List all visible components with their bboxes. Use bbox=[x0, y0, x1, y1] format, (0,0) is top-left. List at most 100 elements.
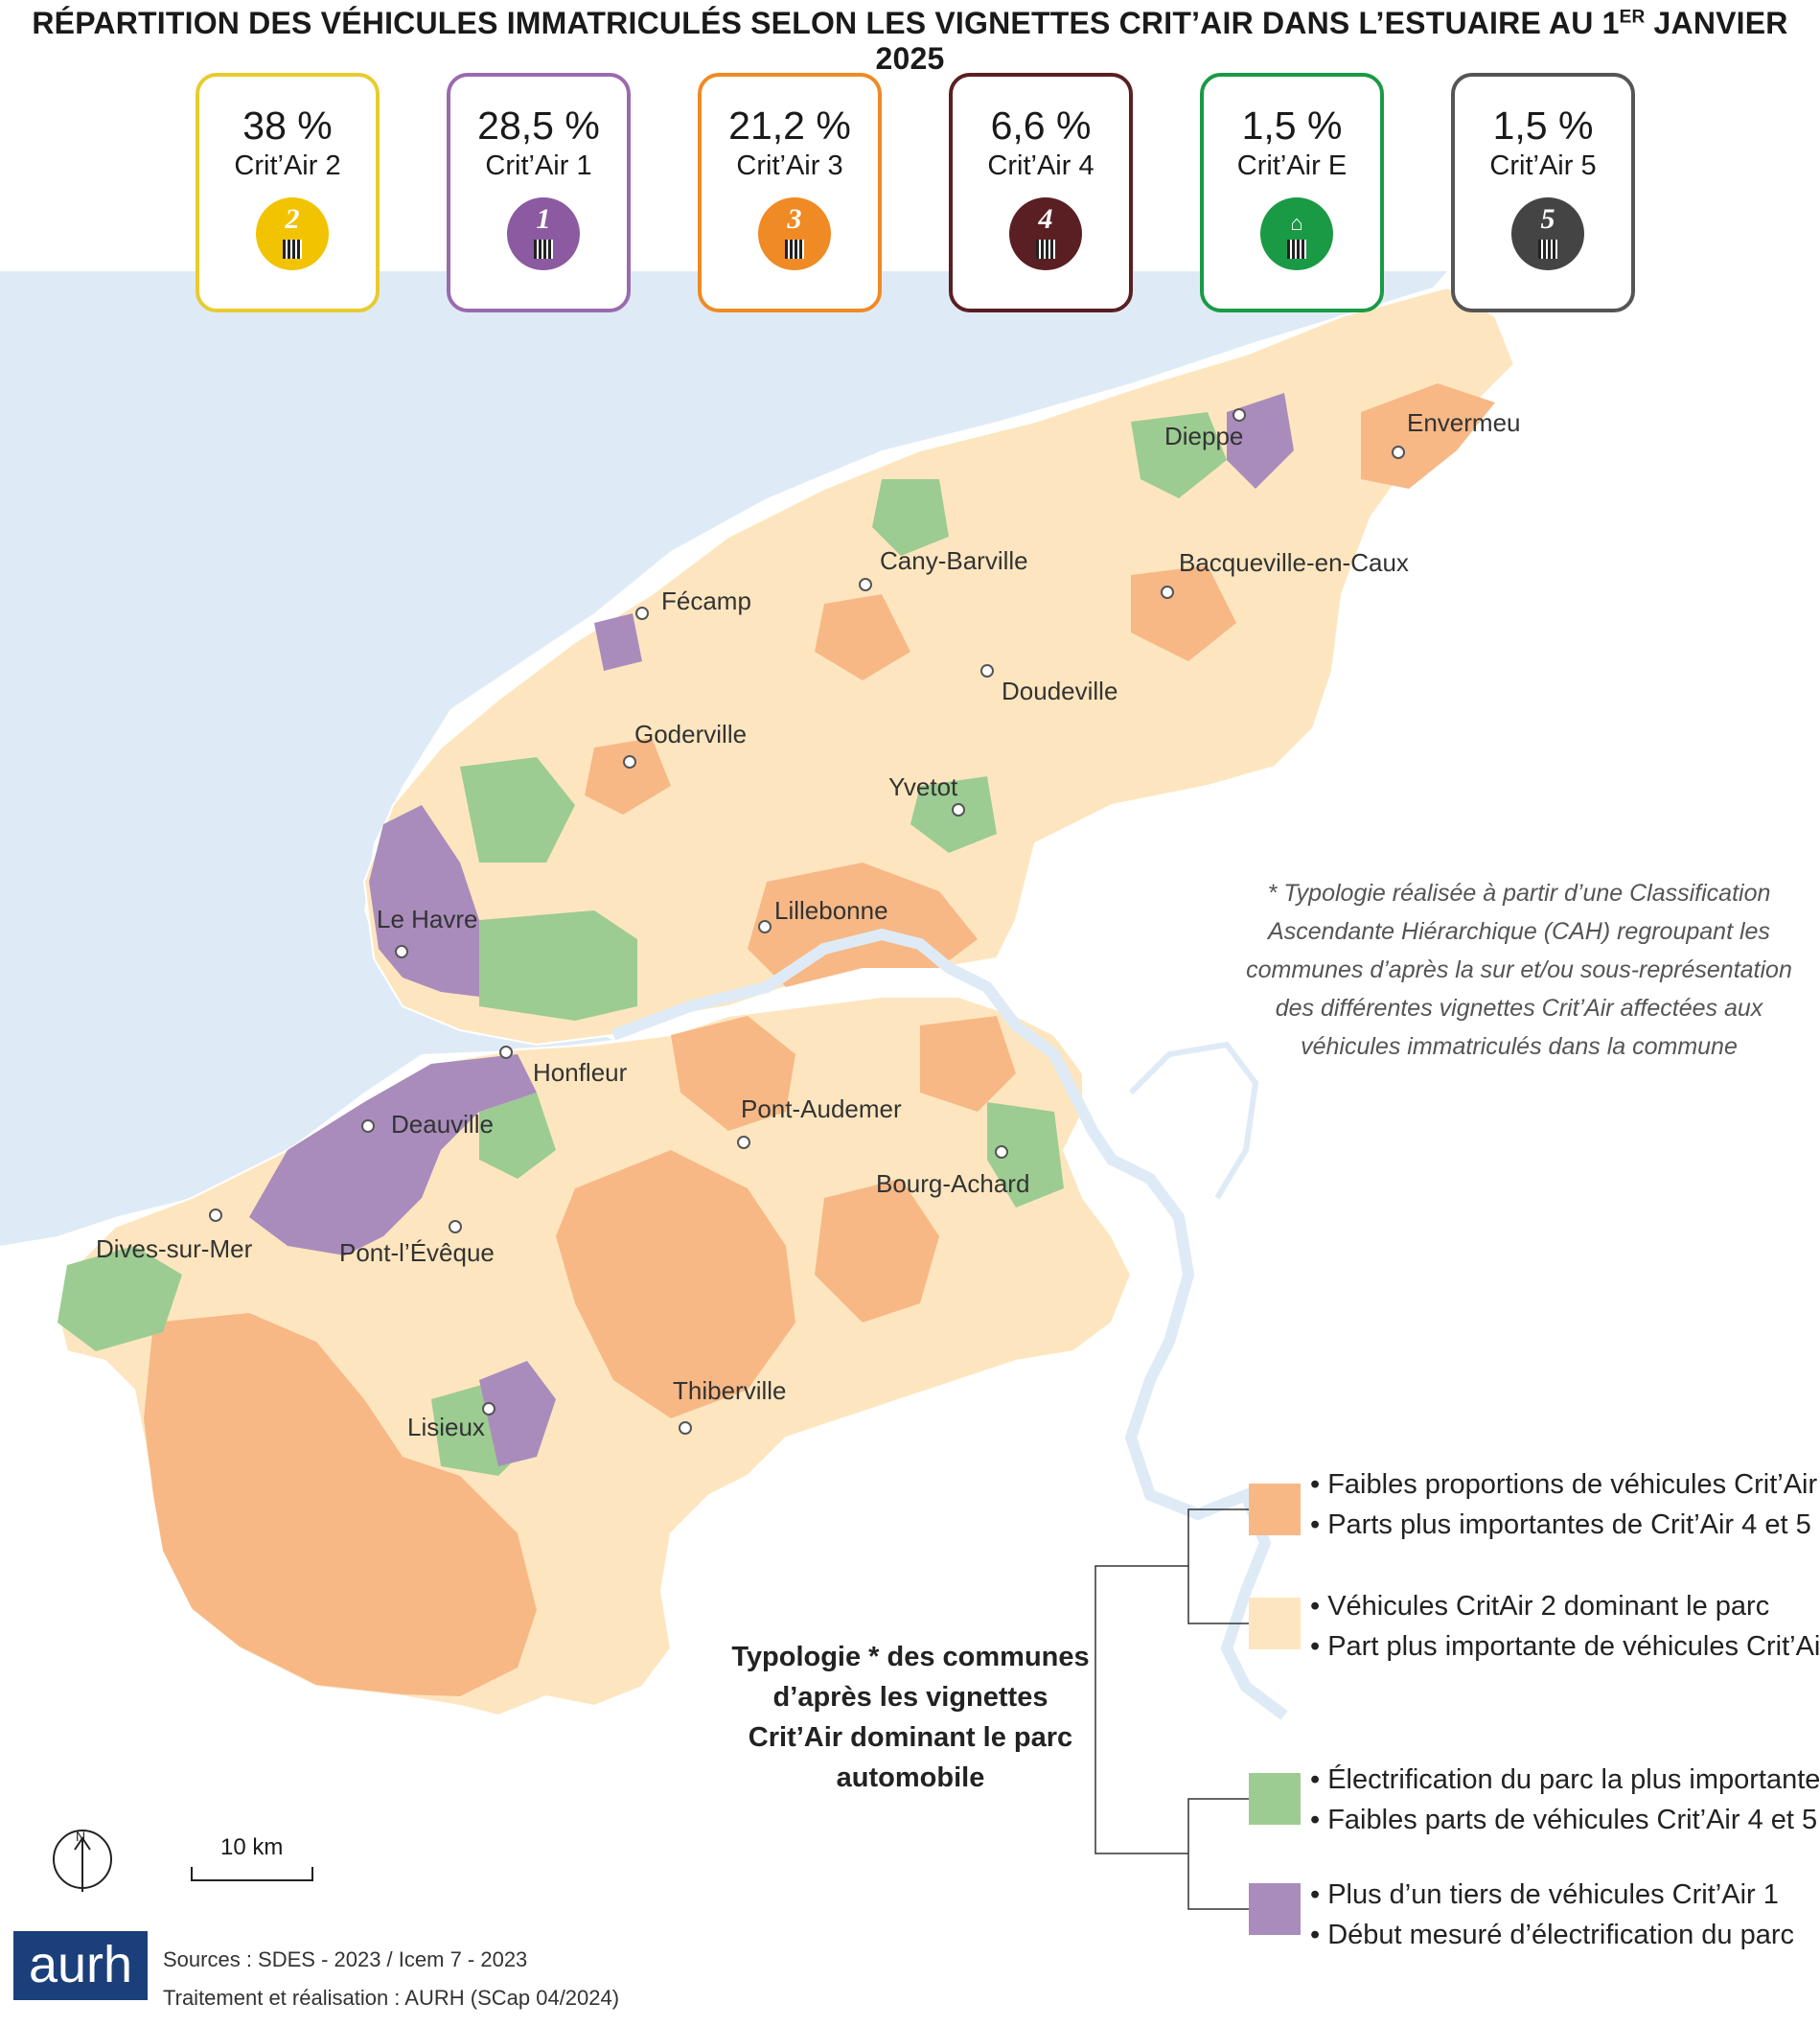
card-percentage: 6,6 % bbox=[990, 104, 1092, 148]
risle-river bbox=[1128, 1041, 1259, 1200]
city-dot-honfleur bbox=[499, 1046, 513, 1059]
card-critair-3: 21,2 % Crit’Air 3 3 bbox=[698, 73, 882, 312]
city-label-lisieux: Lisieux bbox=[407, 1413, 485, 1441]
city-dot-thiberville bbox=[679, 1421, 692, 1435]
card-percentage: 1,5 % bbox=[1492, 104, 1594, 148]
city-dot-bourg-achard bbox=[995, 1145, 1008, 1159]
card-critair-1: 28,5 % Crit’Air 1 1 bbox=[447, 73, 631, 312]
city-dot-cany-barville bbox=[859, 578, 872, 591]
legend-dendrogram bbox=[1094, 1508, 1249, 1910]
commune-purple bbox=[594, 613, 642, 671]
legend-swatch-light bbox=[1249, 1598, 1301, 1649]
card-percentage: 21,2 % bbox=[728, 104, 851, 148]
city-label-lillebonne: Lillebonne bbox=[774, 896, 888, 925]
city-label-le-havre: Le Havre bbox=[377, 905, 478, 933]
legend-title: Typologie * des communes d’après les vig… bbox=[731, 1642, 1090, 1793]
sources-line-2: Traitement et réalisation : AURH (SCap 0… bbox=[163, 1986, 620, 2010]
critair-e-badge-icon: ⌂ bbox=[1260, 197, 1333, 270]
commune-green bbox=[1131, 412, 1227, 498]
card-label: Crit’Air 2 bbox=[234, 150, 341, 181]
scale-bar bbox=[191, 1867, 313, 1881]
city-label-cany-barville: Cany-Barville bbox=[880, 546, 1028, 575]
city-label-goderville: Goderville bbox=[634, 720, 748, 748]
sources: Sources : SDES - 2023 / Icem 7 - 2023 Tr… bbox=[163, 1941, 619, 2017]
commune-orange bbox=[556, 1150, 795, 1418]
legend-class-3-line-1: • Électrification du parc la plus import… bbox=[1310, 1764, 1820, 1795]
north-arrow bbox=[53, 1830, 112, 1892]
commune-orange bbox=[920, 1016, 1016, 1112]
commune-orange bbox=[1361, 383, 1495, 489]
city-dot-dives bbox=[209, 1209, 222, 1222]
city-label-honfleur: Honfleur bbox=[533, 1058, 628, 1087]
critair-5-badge-icon: 5 bbox=[1511, 197, 1584, 270]
critair-4-badge-icon: 4 bbox=[1009, 197, 1082, 270]
city-dot-pont-audemer bbox=[737, 1136, 750, 1149]
card-percentage: 28,5 % bbox=[477, 104, 600, 148]
commune-purple bbox=[479, 1361, 556, 1466]
scale-label: 10 km bbox=[220, 1834, 284, 1860]
city-dot-pont-leveque bbox=[449, 1220, 462, 1233]
card-percentage: 38 % bbox=[242, 104, 333, 148]
city-dot-yvetot bbox=[952, 803, 965, 817]
legend-class-4-line-1: • Plus d’un tiers de véhicules Crit’Air … bbox=[1310, 1879, 1779, 1910]
city-label-bacqueville: Bacqueville-en-Caux bbox=[1179, 548, 1409, 577]
city-label-doudeville: Doudeville bbox=[1002, 677, 1118, 705]
commune-orange bbox=[671, 1016, 795, 1131]
commune-orange bbox=[144, 1313, 537, 1696]
sea bbox=[0, 271, 1447, 1246]
legend-swatch-orange bbox=[1249, 1484, 1301, 1535]
aurh-logo: aurh bbox=[13, 1931, 148, 2000]
city-label-envermeu: Envermeu bbox=[1407, 408, 1521, 437]
city-dot-fecamp bbox=[635, 607, 649, 620]
legend-class-4-line-2: • Début mesuré d’électrification du parc bbox=[1310, 1920, 1795, 1950]
city-label-dives-sur-mer: Dives-sur-Mer bbox=[96, 1234, 253, 1263]
commune-orange bbox=[1131, 565, 1236, 661]
commune-green bbox=[479, 910, 637, 1021]
card-label: Crit’Air 3 bbox=[736, 150, 843, 181]
card-label: Crit’Air 1 bbox=[485, 150, 592, 181]
legend-swatch-purple bbox=[1249, 1883, 1301, 1935]
city-label-yvetot: Yvetot bbox=[888, 772, 958, 801]
city-label-bourg-achard: Bourg-Achard bbox=[876, 1169, 1030, 1198]
city-dot-doudeville bbox=[980, 664, 994, 678]
city-dot-goderville bbox=[623, 755, 636, 769]
north-label: N bbox=[76, 1829, 86, 1844]
card-critair-5: 1,5 % Crit’Air 5 5 bbox=[1451, 73, 1635, 312]
commune-green bbox=[479, 1093, 556, 1179]
city-label-pont-audemer: Pont-Audemer bbox=[741, 1094, 902, 1123]
typology-note: * Typologie réalisée à partir d’une Clas… bbox=[1246, 880, 1792, 1060]
city-label-thiberville: Thiberville bbox=[673, 1376, 787, 1405]
city-dot-le-havre bbox=[395, 945, 408, 958]
city-label-fecamp: Fécamp bbox=[661, 587, 751, 615]
card-label: Crit’Air E bbox=[1236, 150, 1348, 181]
commune-green bbox=[910, 776, 997, 853]
legend-class-1-line-2: • Parts plus importantes de Crit’Air 4 e… bbox=[1310, 1509, 1811, 1540]
city-dot-lisieux bbox=[482, 1402, 495, 1416]
city-dot-dieppe bbox=[1233, 408, 1246, 422]
page-title: RÉPARTITION DES VÉHICULES IMMATRICULÉS S… bbox=[32, 6, 1788, 76]
city-label-deauville: Deauville bbox=[391, 1110, 494, 1139]
card-critair-e: 1,5 % Crit’Air E ⌂ bbox=[1200, 73, 1384, 312]
commune-orange bbox=[585, 738, 671, 815]
commune-green bbox=[872, 479, 949, 556]
legend-class-3-line-2: • Faibles parts de véhicules Crit’Air 4 … bbox=[1310, 1805, 1818, 1835]
critair-3-badge-icon: 3 bbox=[758, 197, 831, 270]
commune-green bbox=[58, 1246, 182, 1351]
city-label-pont-leveque: Pont-l’Évêque bbox=[339, 1238, 495, 1267]
card-label: Crit’Air 4 bbox=[987, 150, 1094, 181]
city-dot-envermeu bbox=[1392, 446, 1405, 459]
commune-orange bbox=[815, 594, 910, 680]
legend-class-2-line-1: • Véhicules CritAir 2 dominant le parc bbox=[1310, 1591, 1770, 1622]
city-dot-deauville bbox=[361, 1119, 375, 1133]
city-dots bbox=[209, 408, 1405, 1435]
city-dot-bacqueville bbox=[1161, 586, 1174, 599]
commune-purple bbox=[249, 1054, 537, 1255]
commune-green bbox=[987, 1102, 1064, 1208]
city-label-dieppe: Dieppe bbox=[1164, 422, 1244, 450]
city-dot-lillebonne bbox=[758, 920, 772, 933]
legend-class-1-line-1: • Faibles proportions de véhicules Crit’… bbox=[1310, 1469, 1820, 1500]
sources-line-1: Sources : SDES - 2023 / Icem 7 - 2023 bbox=[163, 1947, 528, 1971]
commune-green bbox=[460, 757, 575, 863]
commune-orange bbox=[815, 1179, 939, 1323]
